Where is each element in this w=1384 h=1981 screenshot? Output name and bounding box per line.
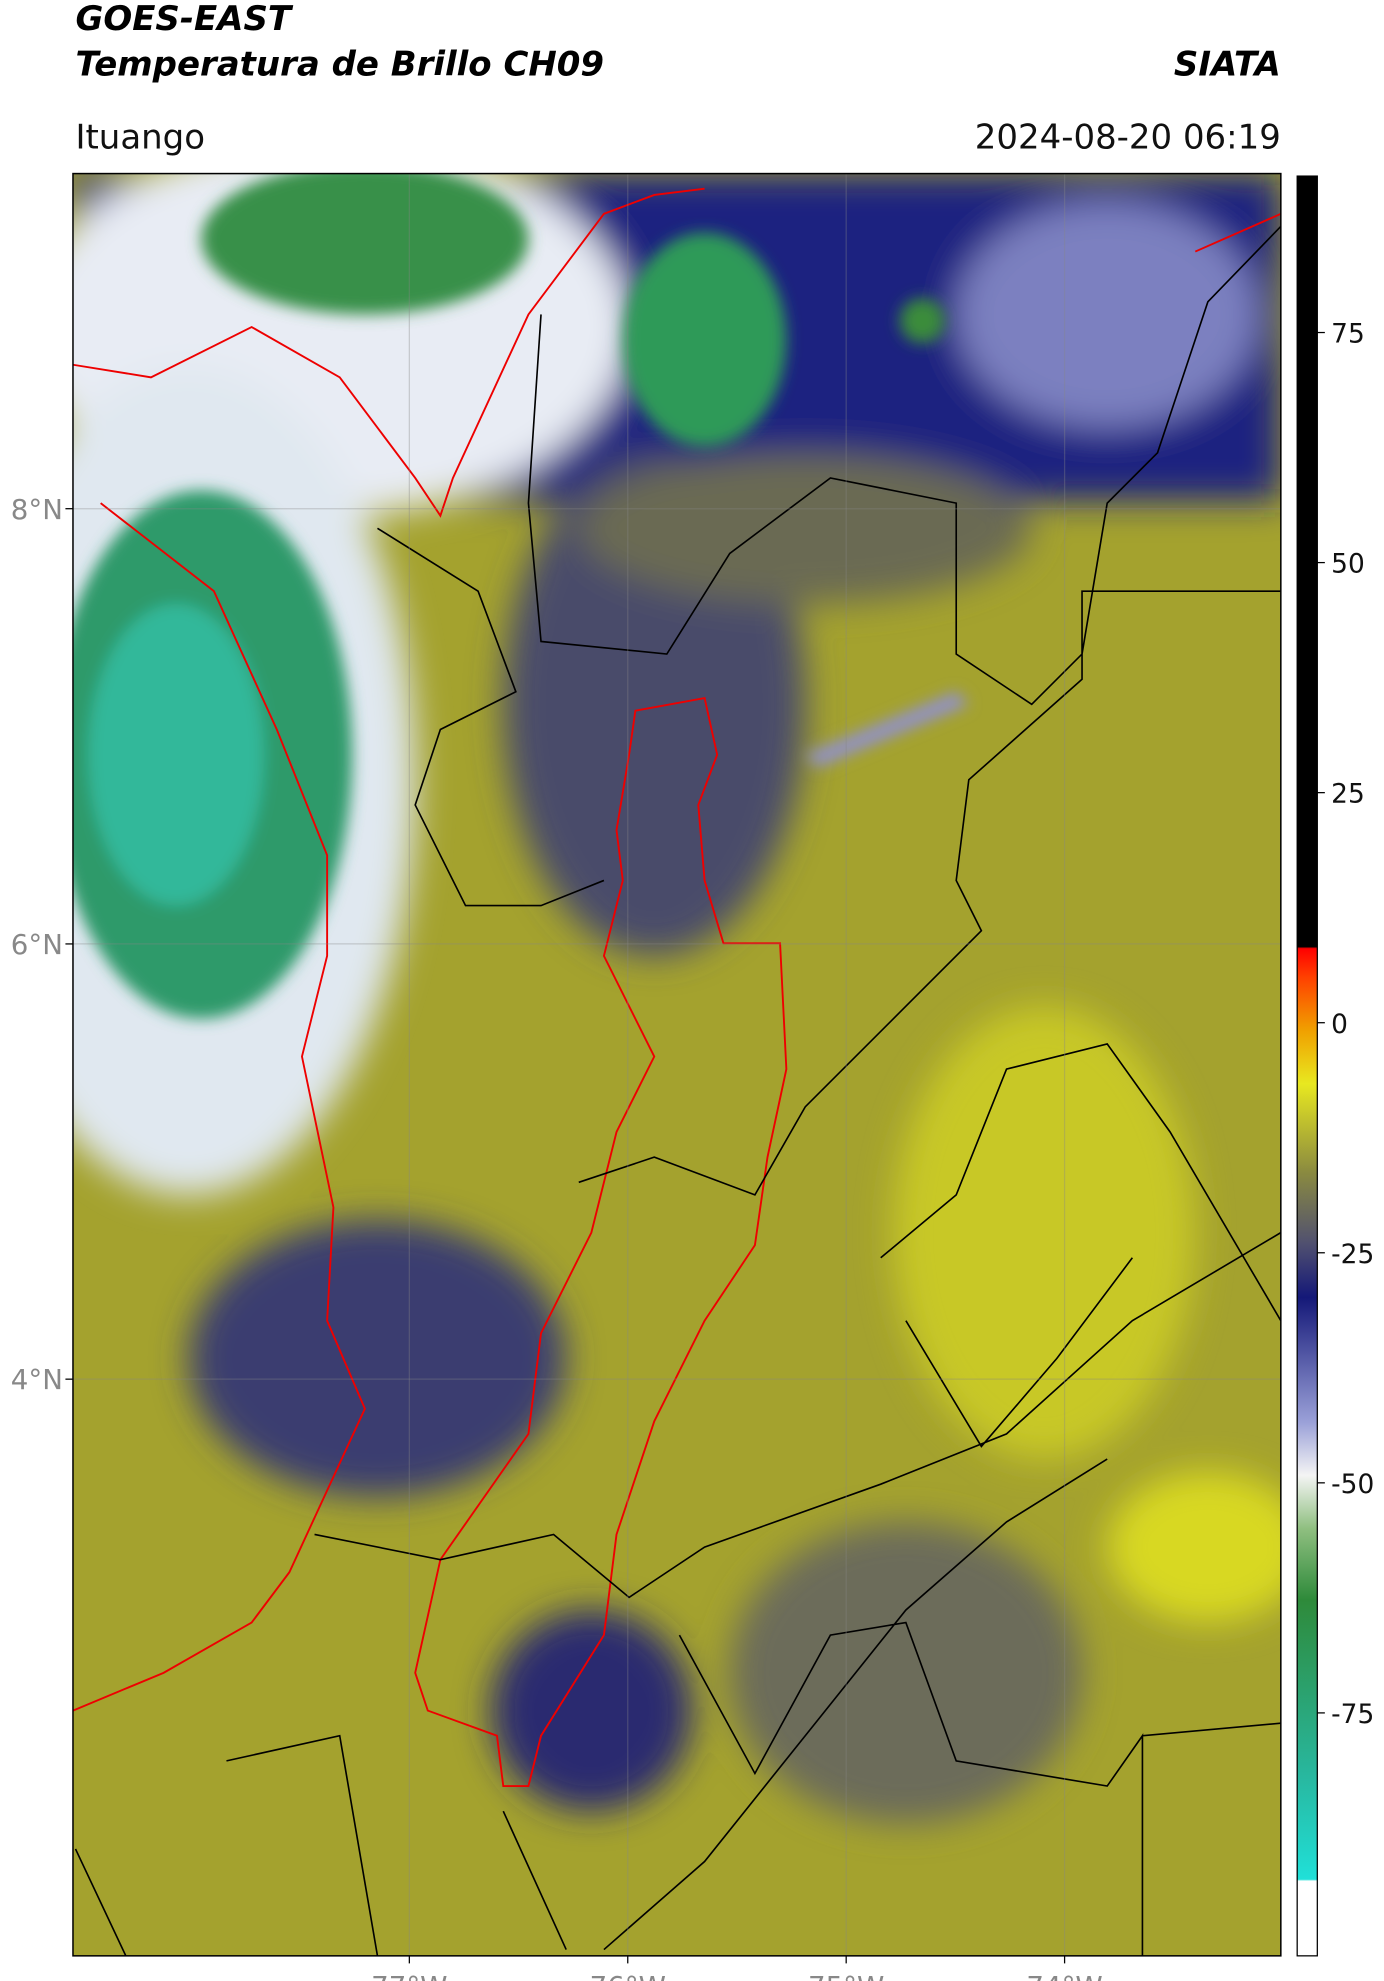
colorbar-tick-label: -50: [1331, 1469, 1374, 1500]
lon-label: 74°W: [1026, 1970, 1102, 1981]
graticule: 8°N 6°N 4°N 77°W 76°W 75°W 74°W: [11, 173, 1281, 1981]
map-frame: [72, 172, 1282, 1957]
borders: [72, 187, 1281, 1956]
colorbar-tick-label: -75: [1331, 1699, 1374, 1730]
lat-label: 4°N: [11, 1363, 63, 1396]
satellite-image: [72, 173, 1281, 1956]
product-title: Temperatura de Brillo CH09: [75, 44, 604, 84]
colorbar-tick-label: -25: [1331, 1239, 1374, 1270]
lon-label: 75°W: [808, 1970, 884, 1981]
colorbar-tick-label: 25: [1331, 779, 1365, 810]
colorbar-tick-label: 75: [1331, 319, 1365, 350]
lon-label: 77°W: [371, 1970, 447, 1981]
source: SIATA: [1174, 44, 1281, 84]
lat-label: 8°N: [11, 493, 63, 526]
colorbar-tick-label: 0: [1331, 1009, 1348, 1040]
region: Ituango: [75, 117, 205, 157]
colorbar-ticks: 75 50 25 0 -25 -50 -75: [1317, 319, 1374, 1730]
lat-label: 6°N: [11, 928, 63, 961]
colorbar-tick-label: 50: [1331, 549, 1365, 580]
satellite-title: GOES-EAST: [75, 0, 293, 39]
datetime: 2024-08-20 06:19: [975, 117, 1281, 157]
colorbar: [1296, 175, 1318, 1957]
lon-label: 76°W: [590, 1970, 666, 1981]
